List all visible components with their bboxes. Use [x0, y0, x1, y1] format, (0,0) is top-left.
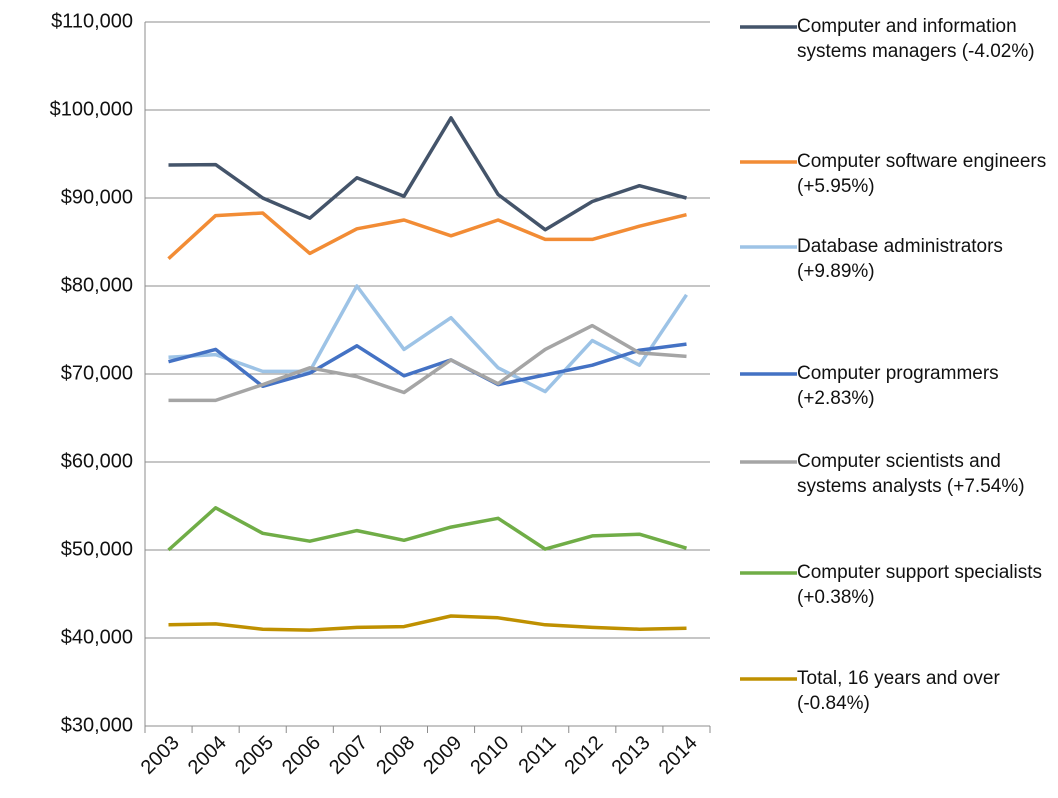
x-tick-label: 2014: [655, 732, 702, 779]
y-tick-label: $60,000: [61, 450, 133, 472]
y-tick-label: $110,000: [51, 10, 133, 32]
series-line: [168, 284, 688, 394]
x-tick-label: 2006: [278, 732, 325, 779]
y-tick-label: $70,000: [61, 362, 133, 384]
series-line: [168, 323, 687, 403]
x-tick-label: 2005: [231, 732, 278, 779]
legend-label: Computer software engineers (+5.95%): [797, 151, 1047, 197]
x-tick-label: 2011: [515, 732, 561, 778]
series-line: [168, 342, 687, 389]
series-line: [167, 211, 687, 260]
legend-label: Database administrators (+9.89%): [797, 236, 1003, 282]
y-tick-label: $30,000: [61, 714, 133, 736]
legend-label: Computer support specialists (+0.38%): [797, 562, 1042, 608]
x-tick-label: 2004: [184, 732, 231, 779]
x-tick-label: 2009: [419, 732, 466, 779]
legend-label: Computer programmers (+2.83%): [797, 363, 999, 409]
series-line: [168, 614, 687, 632]
y-tick-label: $80,000: [61, 274, 133, 296]
series-line: [167, 506, 687, 552]
x-tick-label: 2012: [561, 732, 608, 779]
y-tick-label: $50,000: [61, 538, 133, 560]
legend-label: Computer and information systems manager…: [797, 16, 1035, 62]
x-tick-label: 2003: [137, 732, 184, 779]
x-tick-label: 2007: [325, 732, 372, 779]
x-tick-label: 2008: [372, 732, 419, 779]
legend-label: Total, 16 years and over (-0.84%): [797, 668, 1000, 714]
x-tick-label: 2013: [608, 732, 655, 779]
y-tick-label: $90,000: [61, 186, 133, 208]
series-line: [168, 116, 687, 232]
legend-label: Computer scientists and systems analysts…: [797, 451, 1025, 497]
y-tick-label: $40,000: [61, 626, 133, 648]
x-tick-label: 2010: [466, 732, 513, 779]
y-tick-label: $100,000: [50, 98, 133, 120]
